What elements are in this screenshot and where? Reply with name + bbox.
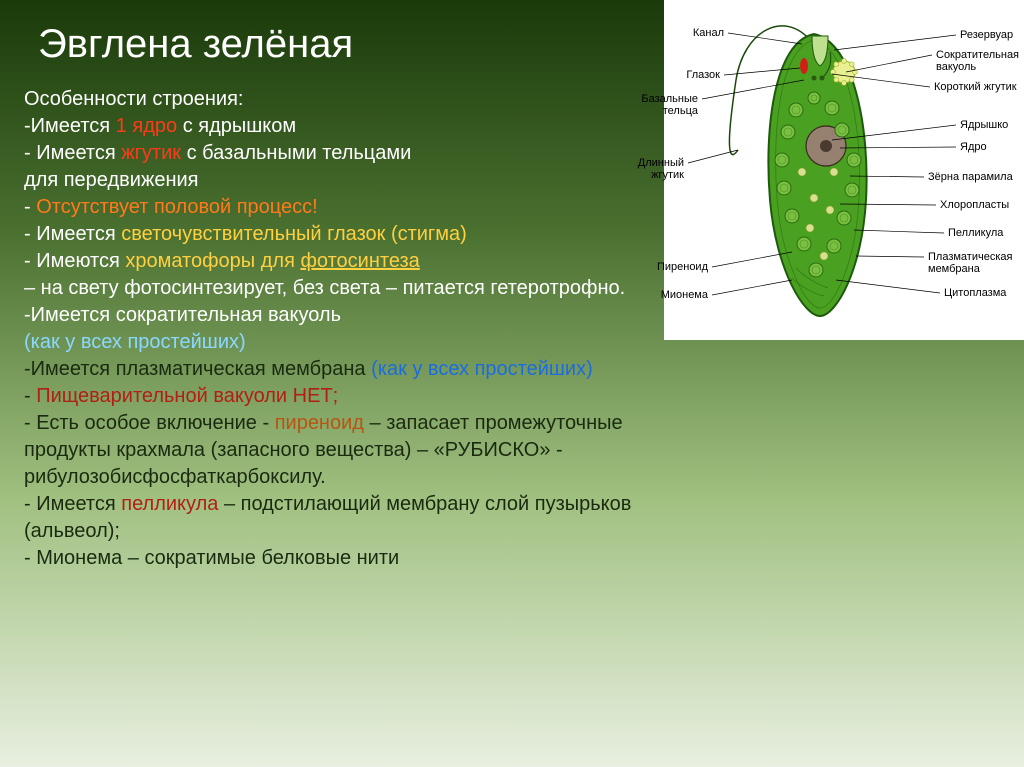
feature-line: -Имеется сократительная вакуоль	[24, 302, 664, 329]
feature-line: - Имеются хроматофоры для фотосинтеза	[24, 248, 664, 275]
feature-line: - Имеется жгутик с базальными тельцами	[24, 140, 664, 167]
feature-line: - Пищеварительной вакуоли НЕТ;	[24, 383, 664, 410]
feature-line: -Имеется плазматическая мембрана (как у …	[24, 356, 664, 383]
diagram-label: Мионема	[661, 290, 708, 302]
diagram-label: Зёрна парамила	[928, 172, 1013, 184]
feature-line: - Мионема – сократимые белковые нити	[24, 545, 664, 572]
feature-line: - Есть особое включение - пиреноид – зап…	[24, 410, 664, 491]
content-block: Особенности строения: -Имеется 1 ядро с …	[24, 86, 664, 572]
diagram-label: Глазок	[686, 70, 720, 82]
diagram-label: Пиреноид	[657, 262, 708, 274]
diagram-label: Цитоплазма	[944, 288, 1006, 300]
slide: Эвглена зелёная Особенности строения: -И…	[0, 0, 1024, 767]
feature-line: - Отсутствует половой процесс!	[24, 194, 664, 221]
diagram-label: Длинныйжгутик	[638, 158, 684, 181]
diagram-label: Ядрышко	[960, 120, 1008, 132]
feature-list: -Имеется 1 ядро с ядрышком- Имеется жгут…	[24, 113, 664, 572]
feature-line: -Имеется 1 ядро с ядрышком	[24, 113, 664, 140]
feature-line: - Имеется светочувствительный глазок (ст…	[24, 221, 664, 248]
diagram-label: Ядро	[960, 142, 987, 154]
feature-line: (как у всех простейших)	[24, 329, 664, 356]
diagram-label: Базальныетельца	[641, 94, 698, 117]
diagram-label: Сократительнаявакуоль	[936, 50, 1019, 73]
diagram-label: Пелликула	[948, 228, 1003, 240]
slide-title: Эвглена зелёная	[38, 22, 353, 67]
feature-line: - Имеется пелликула – подстилающий мембр…	[24, 491, 664, 545]
diagram-label: Резервуар	[960, 30, 1013, 42]
euglena-diagram: КаналГлазокБазальныетельцаДлинныйжгутикП…	[664, 0, 1024, 340]
subheading: Особенности строения:	[24, 86, 664, 113]
diagram-label: Короткий жгутик	[934, 82, 1017, 94]
diagram-label: Плазматическаямембрана	[928, 252, 1012, 275]
diagram-label: Хлоропласты	[940, 200, 1009, 212]
feature-line: для передвижения	[24, 167, 664, 194]
feature-line: – на свету фотосинтезирует, без света – …	[24, 275, 664, 302]
diagram-label: Канал	[693, 28, 724, 40]
